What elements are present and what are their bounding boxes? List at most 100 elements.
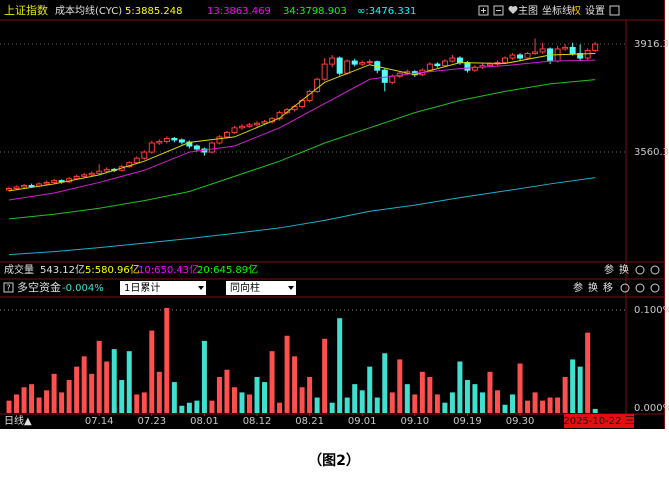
candle-body — [592, 43, 599, 51]
bar — [547, 397, 553, 413]
candle-body — [434, 63, 441, 67]
zoom-icon[interactable] — [635, 283, 645, 293]
bar — [277, 402, 283, 413]
x-tick-label: 09.10 — [401, 416, 430, 427]
bar — [284, 335, 290, 413]
bar — [269, 351, 275, 413]
bar — [442, 402, 448, 413]
volume-title: 成交量 — [4, 263, 34, 276]
candle-body — [532, 51, 539, 54]
bar — [434, 394, 440, 413]
ma-line — [8, 79, 596, 220]
toolbar-button[interactable]: 权 — [571, 4, 581, 17]
candle-body — [456, 57, 463, 64]
panel-tool[interactable]: 换 — [588, 281, 598, 294]
candle-body — [426, 63, 433, 71]
bar — [126, 351, 132, 413]
zoom-icon[interactable] — [650, 283, 660, 293]
bar — [517, 363, 523, 413]
dropdown-label[interactable]: 同向柱 — [230, 281, 260, 294]
bar — [487, 371, 493, 413]
bar — [59, 392, 65, 413]
candle-body — [178, 139, 185, 143]
bar — [21, 387, 27, 413]
candle-body — [103, 168, 110, 172]
bar — [36, 397, 42, 413]
period-label[interactable]: 日线▲ — [4, 414, 32, 427]
zoom-icon[interactable] — [650, 265, 660, 275]
help-icon[interactable]: ? — [6, 284, 10, 293]
candle-body — [171, 137, 178, 141]
zoom-in-icon[interactable] — [478, 5, 489, 16]
bar — [570, 359, 576, 413]
bar — [344, 397, 350, 413]
candle-body — [81, 174, 88, 177]
bar — [510, 394, 516, 413]
dropdown[interactable] — [226, 281, 296, 295]
bar — [224, 369, 230, 413]
bar — [164, 307, 170, 413]
candle-body — [21, 184, 28, 188]
ma-line — [8, 177, 596, 256]
candle-body — [193, 145, 200, 150]
candle-body — [261, 121, 268, 124]
candle-body — [329, 57, 336, 65]
y-tick-label: 0.100% — [634, 305, 669, 316]
cursor-date-box — [564, 414, 634, 428]
bar — [412, 394, 418, 413]
candle-body — [389, 75, 396, 83]
bar — [194, 400, 200, 413]
candle-body — [509, 54, 516, 59]
toolbar-button[interactable]: 设置 — [585, 5, 605, 17]
toolbar-button[interactable]: 坐标线 — [542, 4, 572, 17]
zoom-in-icon[interactable] — [481, 8, 486, 13]
panel-tool[interactable]: 参 — [604, 263, 614, 276]
favorite-icon[interactable] — [508, 5, 518, 14]
bar — [51, 373, 57, 413]
zoom-icon[interactable] — [620, 283, 630, 293]
candle-body — [13, 186, 20, 189]
bar — [179, 405, 185, 413]
candle-body — [366, 61, 373, 64]
help-icon[interactable] — [3, 282, 14, 293]
bar — [66, 380, 72, 413]
bar — [374, 397, 380, 413]
bar — [156, 371, 162, 413]
restore-icon[interactable] — [609, 5, 620, 16]
candle-body — [96, 170, 103, 174]
bar — [201, 340, 207, 413]
bar — [171, 382, 177, 413]
bar — [494, 390, 500, 413]
panel-tool[interactable]: 参 — [573, 281, 583, 294]
candle-body — [156, 140, 163, 144]
candle-body — [486, 63, 493, 67]
bar — [29, 384, 35, 413]
candle-body — [517, 54, 524, 59]
bar — [577, 366, 583, 413]
bar — [397, 359, 403, 413]
candle-body — [539, 48, 546, 53]
panel-tool[interactable]: 移 — [603, 281, 613, 294]
bar — [307, 376, 313, 413]
bar — [359, 390, 365, 413]
bar — [186, 402, 192, 413]
dropdown-arrow[interactable] — [198, 286, 204, 290]
bar — [254, 376, 260, 413]
bar — [352, 384, 358, 413]
panel-icons — [620, 265, 660, 293]
zoom-out-icon[interactable] — [493, 5, 504, 16]
zoom-icon[interactable] — [635, 265, 645, 275]
legend-entry: 34:3798.903 — [283, 6, 347, 17]
toolbar-button[interactable]: 主图 — [518, 5, 538, 17]
panel-tool[interactable]: 换 — [619, 263, 629, 276]
bar — [472, 384, 478, 413]
dropdown-arrow[interactable] — [288, 286, 294, 290]
bar — [419, 371, 425, 413]
candle-body — [58, 180, 65, 183]
bar — [44, 390, 50, 413]
x-tick-label: 08.01 — [190, 416, 219, 427]
bar — [367, 366, 373, 413]
dropdown[interactable] — [120, 281, 206, 295]
candle-body — [141, 151, 148, 159]
dropdown-label[interactable]: 1日累计 — [124, 281, 160, 294]
